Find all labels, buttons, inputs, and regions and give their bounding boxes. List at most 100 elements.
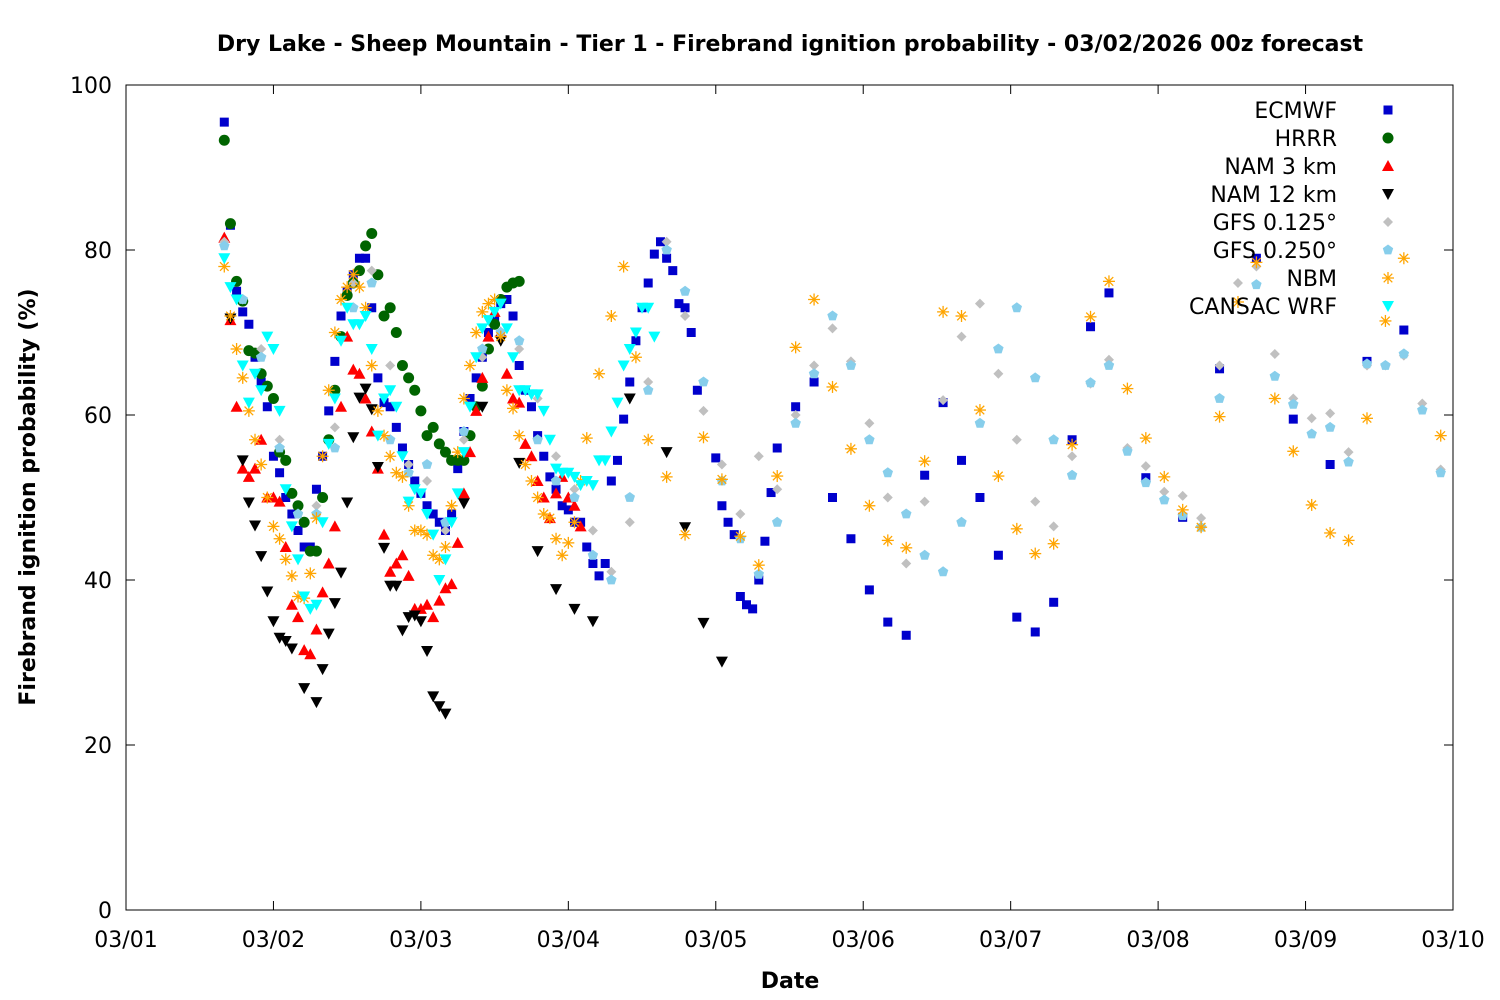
- data-point-ecmwf: [514, 361, 524, 370]
- x-tick-label: 03/05: [684, 928, 747, 953]
- data-point-nam-3-km: [476, 371, 489, 383]
- data-point-gfs-0-250: [329, 442, 341, 453]
- data-point-nbm: [1121, 382, 1134, 395]
- data-point-nbm: [900, 541, 913, 554]
- data-point-nbm: [513, 429, 526, 442]
- data-point-nbm: [519, 458, 532, 471]
- data-point-nbm: [789, 341, 802, 354]
- data-point-gfs-0-125: [919, 496, 930, 507]
- data-point-nbm: [261, 491, 274, 504]
- data-point-nam-3-km: [310, 623, 323, 635]
- data-point-hrrr: [378, 310, 390, 322]
- data-point-gfs-0-125: [882, 492, 893, 503]
- legend-marker-cansac-wrf: [1382, 301, 1394, 312]
- data-point-nbm: [230, 343, 243, 355]
- data-point-gfs-0-250: [937, 566, 949, 577]
- data-point-ecmwf: [336, 311, 346, 321]
- data-point-gfs-0-250: [274, 442, 285, 453]
- y-tick-label: 60: [84, 404, 112, 429]
- data-point-nam-12-km: [322, 628, 335, 640]
- data-point-hrrr: [218, 134, 230, 146]
- data-point-gfs-0-125: [772, 484, 783, 495]
- data-point-gfs-0-125: [716, 459, 727, 470]
- data-point-nam-3-km: [353, 367, 366, 379]
- data-point-gfs-0-125: [329, 422, 340, 433]
- data-point-cansac-wrf: [316, 517, 329, 529]
- data-point-nam-12-km: [310, 697, 323, 709]
- data-point-nbm: [1250, 256, 1263, 269]
- data-point-gfs-0-250: [661, 244, 672, 255]
- data-point-nam-3-km: [236, 462, 249, 474]
- data-point-gfs-0-250: [624, 492, 635, 502]
- data-point-ecmwf: [287, 509, 297, 519]
- data-point-hrrr: [292, 500, 304, 512]
- data-point-nbm: [973, 404, 986, 417]
- data-point-ecmwf: [920, 470, 930, 480]
- data-point-ecmwf: [268, 451, 278, 461]
- data-point-cansac-wrf: [629, 327, 642, 339]
- data-point-cansac-wrf: [562, 467, 575, 479]
- x-tick-label: 03/09: [1274, 928, 1337, 953]
- data-point-gfs-0-125: [661, 236, 672, 247]
- data-point-gfs-0-125: [1232, 278, 1243, 288]
- data-point-nam-12-km: [316, 664, 329, 676]
- data-point-cansac-wrf: [531, 389, 544, 401]
- data-point-gfs-0-250: [366, 277, 377, 288]
- data-point-gfs-0-250: [1122, 445, 1133, 456]
- series-gfs-0-250: [219, 240, 1446, 585]
- data-point-cansac-wrf: [341, 302, 354, 314]
- data-point-hrrr: [224, 218, 236, 230]
- data-point-nbm: [328, 326, 341, 339]
- data-point-nam-3-km: [298, 644, 311, 656]
- data-point-ecmwf: [748, 604, 758, 614]
- data-point-ecmwf: [766, 488, 776, 498]
- data-point-nam-3-km: [451, 536, 464, 548]
- data-point-nam-3-km: [445, 578, 458, 590]
- y-tick-label: 80: [84, 239, 112, 264]
- data-point-cansac-wrf: [599, 455, 612, 467]
- data-point-nam-3-km: [335, 400, 348, 412]
- data-point-cansac-wrf: [328, 393, 341, 405]
- y-tick-label: 100: [70, 74, 112, 99]
- data-point-nbm: [580, 432, 593, 445]
- data-point-gfs-0-250: [1288, 398, 1299, 409]
- data-point-ecmwf: [1012, 612, 1022, 622]
- data-point-hrrr: [390, 327, 402, 338]
- data-point-nam-3-km: [507, 392, 520, 404]
- data-point-gfs-0-125: [624, 517, 635, 528]
- data-point-ecmwf: [1325, 460, 1335, 469]
- data-point-gfs-0-250: [1159, 494, 1170, 505]
- data-point-cansac-wrf: [249, 368, 262, 380]
- data-point-nam-12-km: [341, 497, 354, 509]
- data-point-ecmwf: [723, 517, 733, 527]
- data-point-gfs-0-125: [1325, 408, 1336, 419]
- data-point-nbm: [1084, 310, 1097, 323]
- data-point-cansac-wrf: [623, 344, 636, 355]
- data-point-ecmwf: [711, 453, 721, 463]
- data-point-nbm: [470, 326, 483, 339]
- data-point-nam-3-km: [457, 487, 470, 499]
- data-point-nam-3-km: [525, 450, 538, 462]
- data-point-nam-3-km: [249, 462, 262, 474]
- data-point-ecmwf: [1104, 288, 1114, 298]
- data-point-cansac-wrf: [537, 405, 550, 417]
- data-point-nbm: [1176, 503, 1189, 516]
- data-point-nbm: [1324, 526, 1337, 539]
- data-point-nam-12-km: [433, 701, 446, 713]
- data-point-nam-12-km: [261, 586, 274, 598]
- data-point-hrrr: [286, 487, 298, 499]
- data-point-nam-3-km: [322, 557, 335, 569]
- data-point-nbm: [826, 380, 839, 393]
- data-point-nbm: [255, 458, 268, 471]
- data-point-nbm: [1287, 445, 1300, 458]
- data-point-gfs-0-250: [292, 508, 304, 519]
- data-point-nam-12-km: [679, 522, 692, 534]
- data-point-gfs-0-125: [1159, 486, 1170, 497]
- data-point-ecmwf: [846, 534, 856, 544]
- data-point-nbm: [844, 442, 857, 455]
- data-point-cansac-wrf: [298, 591, 311, 603]
- data-point-nam-12-km: [623, 393, 636, 405]
- data-point-nbm: [629, 351, 642, 364]
- data-point-gfs-0-125: [1417, 398, 1428, 409]
